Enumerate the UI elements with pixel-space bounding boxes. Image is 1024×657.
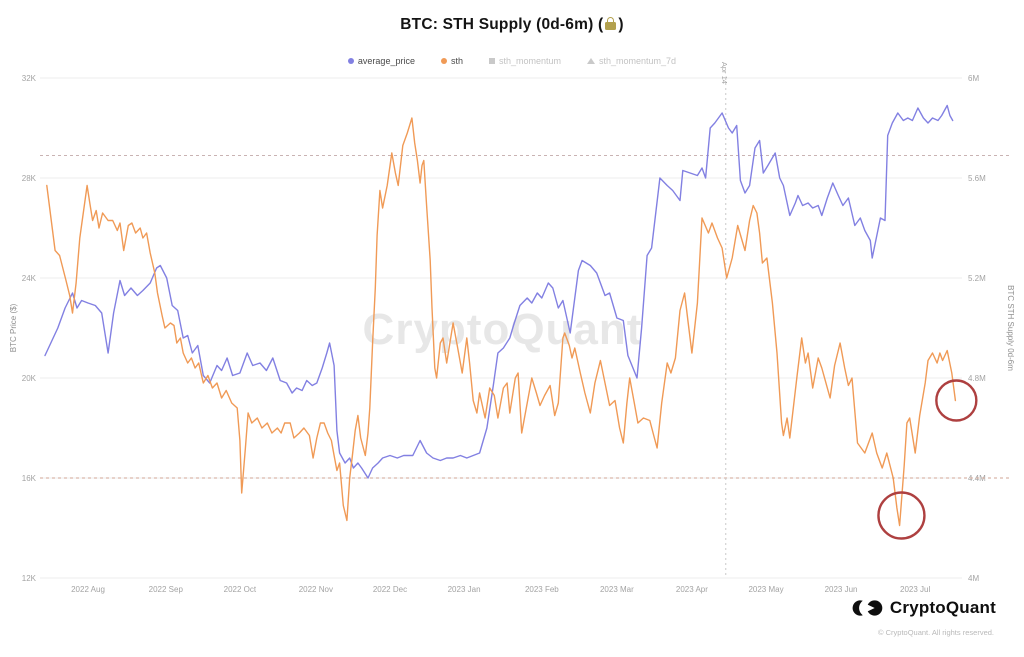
highlight-circle bbox=[877, 491, 926, 540]
brand-name: CryptoQuant bbox=[889, 598, 996, 617]
y-axis-tick-right: 5.6M bbox=[968, 174, 986, 183]
watermark: CryptoQuant bbox=[363, 305, 643, 354]
y-axis-tick-left: 12K bbox=[22, 574, 37, 583]
x-axis-tick: 2023 Apr bbox=[676, 585, 708, 594]
x-axis-tick: 2022 Sep bbox=[149, 585, 184, 594]
x-axis-tick: 2023 Jan bbox=[448, 585, 481, 594]
highlight-circle bbox=[935, 379, 978, 422]
chart-title-text: BTC: STH Supply (0d-6m) ( bbox=[400, 16, 604, 33]
square-marker-icon bbox=[488, 58, 495, 64]
dot-marker-icon bbox=[440, 58, 447, 64]
y-axis-tick-left: 20K bbox=[22, 374, 37, 383]
y-axis-tick-right: 4M bbox=[968, 574, 979, 583]
y-axis-tick-right: 6M bbox=[968, 74, 979, 83]
legend-item-sth[interactable]: sth bbox=[440, 56, 463, 66]
x-axis-tick: 2022 Aug bbox=[71, 585, 105, 594]
triangle-marker-icon bbox=[587, 58, 596, 64]
left-axis-title: BTC Price ($) bbox=[9, 303, 18, 352]
y-axis-tick-left: 24K bbox=[22, 274, 37, 283]
dot-marker-icon bbox=[347, 58, 354, 64]
legend-label: average_price bbox=[357, 56, 415, 66]
right-axis-title: BTC STH Supply 0d-6m bbox=[1006, 285, 1015, 371]
copyright-text: © CryptoQuant. All rights reserved. bbox=[878, 628, 994, 637]
y-axis-tick-right: 5.2M bbox=[968, 274, 986, 283]
x-axis-tick: 2023 Mar bbox=[600, 585, 634, 594]
x-axis-tick: 2023 Feb bbox=[525, 585, 559, 594]
y-axis-tick-left: 32K bbox=[22, 74, 37, 83]
legend-item-sth_momentum[interactable]: sth_momentum bbox=[488, 56, 562, 66]
cryptoquant-logo-icon bbox=[852, 600, 883, 616]
event-vline-label: Apr 14 bbox=[720, 62, 729, 84]
series-line-sth bbox=[46, 117, 957, 527]
legend-label: sth bbox=[450, 56, 463, 66]
chart-title-suffix: ) bbox=[618, 16, 624, 33]
legend-label: sth_momentum bbox=[498, 56, 562, 66]
series-line-average_price bbox=[44, 104, 954, 479]
chart-legend: average_price sth sth_momentum sth_momentum… bbox=[0, 56, 1024, 66]
y-axis-tick-left: 28K bbox=[22, 174, 37, 183]
legend-item-average_price[interactable]: average_price bbox=[347, 56, 415, 66]
chart-title: BTC: STH Supply (0d-6m) () bbox=[0, 16, 1024, 34]
x-axis-tick: 2022 Oct bbox=[224, 585, 257, 594]
lock-icon bbox=[604, 17, 617, 30]
footer-brand: CryptoQuant bbox=[850, 598, 996, 618]
legend-item-sth_momentum_7d[interactable]: sth_momentum_7d bbox=[587, 56, 676, 66]
x-axis-tick: 2022 Nov bbox=[299, 585, 333, 594]
x-axis-tick: 2022 Dec bbox=[373, 585, 407, 594]
y-axis-tick-right: 4.8M bbox=[968, 374, 986, 383]
legend-label: sth_momentum_7d bbox=[599, 56, 677, 66]
x-axis-tick: 2023 Jul bbox=[900, 585, 930, 594]
x-axis-tick: 2023 May bbox=[748, 585, 783, 594]
x-axis-tick: 2023 Jun bbox=[825, 585, 858, 594]
y-axis-tick-left: 16K bbox=[22, 474, 37, 483]
